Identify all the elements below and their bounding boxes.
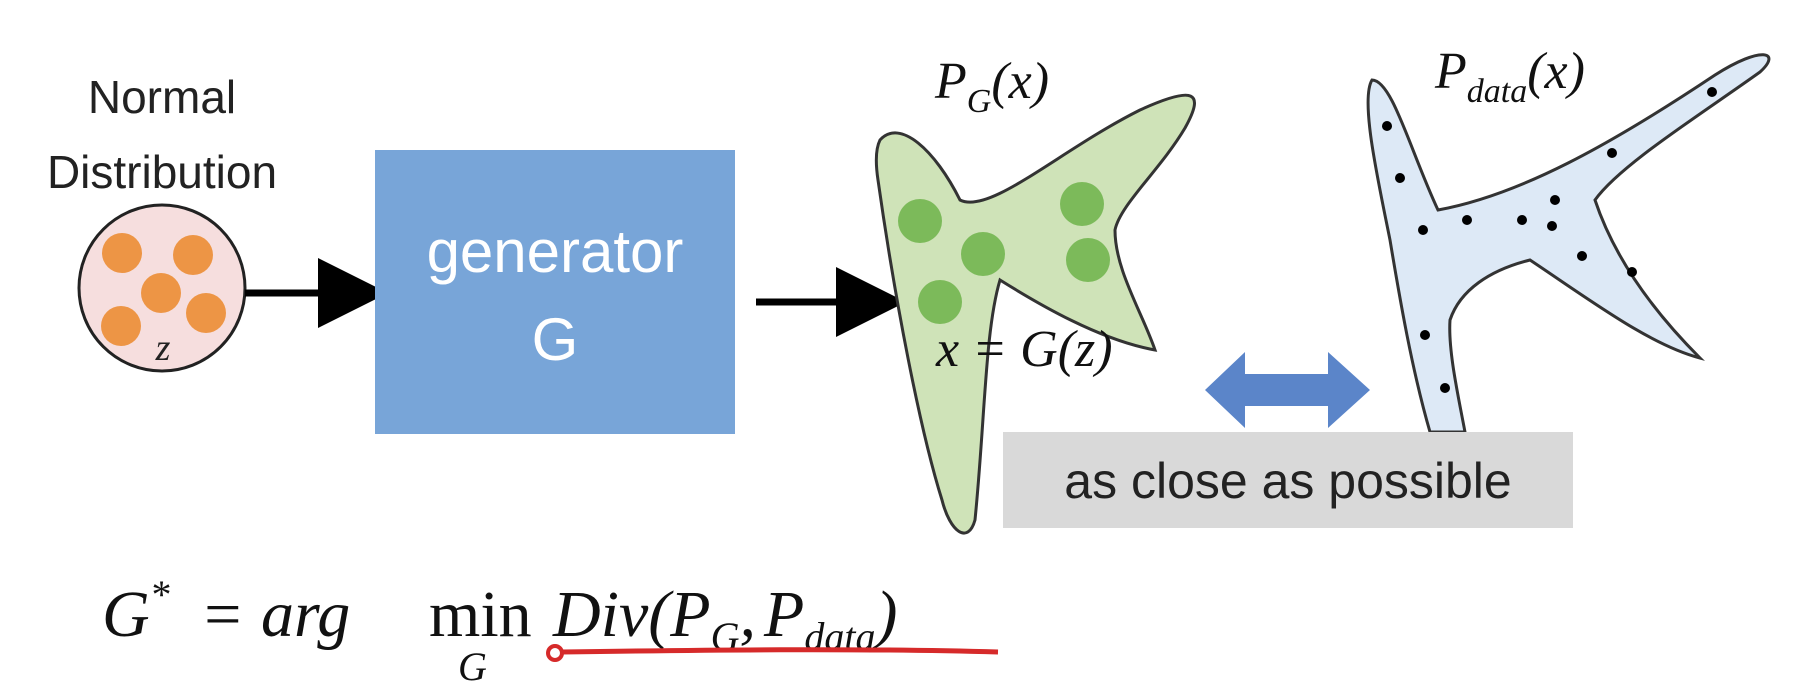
annotation-underline: [561, 647, 999, 655]
pdata-label: Pdata(x): [1434, 43, 1585, 110]
data-point: [1395, 173, 1405, 183]
formula-argmin: = arg: [200, 578, 350, 651]
sample-dot: [102, 233, 142, 273]
sample-dot: [141, 273, 181, 313]
caption-text: as close as possible: [1064, 453, 1511, 509]
pg-label: PG(x): [934, 53, 1049, 120]
generated-dot: [918, 280, 962, 324]
generator-box: [375, 150, 735, 434]
data-point: [1440, 383, 1450, 393]
double-headed-arrow: [1205, 352, 1370, 428]
generator-equation: x = G(z): [935, 321, 1113, 378]
generated-dot: [1060, 182, 1104, 226]
data-point: [1707, 87, 1717, 97]
pdata-distribution-shape: [1366, 53, 1771, 434]
z-variable-label: z: [155, 327, 171, 369]
generated-dot: [898, 199, 942, 243]
data-point: [1382, 121, 1392, 131]
source-label-line2: Distribution: [47, 146, 277, 198]
data-point: [1462, 215, 1472, 225]
sample-dot: [173, 235, 213, 275]
formula-div: Div(PG, Pdata): [552, 578, 897, 659]
generated-dot: [961, 232, 1005, 276]
generator-label-line1: generator: [427, 218, 684, 285]
data-point: [1550, 195, 1560, 205]
annotation-cursor-circle: [546, 644, 564, 662]
formula-min-subscript: G: [458, 644, 487, 688]
data-point: [1607, 148, 1617, 158]
data-point: [1418, 225, 1428, 235]
formula-min: min: [429, 578, 532, 651]
data-point: [1420, 330, 1430, 340]
data-point: [1517, 215, 1527, 225]
sample-dot: [101, 306, 141, 346]
caption-box: [1003, 432, 1573, 528]
objective-formula: G* = arg min G Div(PG, Pdata): [102, 572, 897, 688]
sample-dot: [186, 293, 226, 333]
generated-dot: [1066, 238, 1110, 282]
generator-label-line2: G: [532, 306, 579, 373]
pg-distribution-shape: [874, 93, 1196, 535]
data-point: [1577, 251, 1587, 261]
source-label-line1: Normal: [88, 71, 236, 123]
data-point: [1627, 267, 1637, 277]
formula-lhs: G*: [102, 572, 170, 651]
data-point: [1547, 221, 1557, 231]
